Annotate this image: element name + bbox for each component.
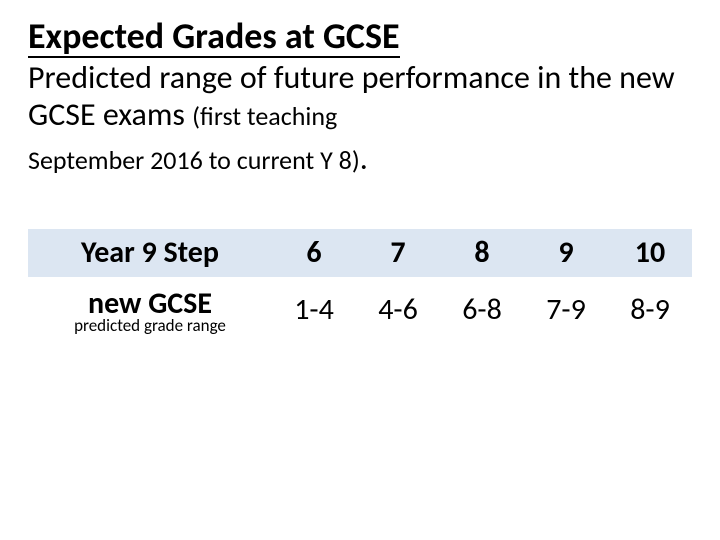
grade-cell: 6-8 [440,277,524,343]
grade-table-container: Year 9 Step 6 7 8 9 10 new GCSE predicte… [28,229,692,343]
row-label-newgcse: new GCSE predicted grade range [28,277,272,343]
step-cell: 9 [524,229,608,277]
row-label-year9: Year 9 Step [28,229,272,277]
grade-cell: 4-6 [356,277,440,343]
subtitle-line1: Predicted range of future performance in… [28,60,692,134]
subtitle-paren-start: (first teaching [192,100,337,132]
step-cell: 10 [608,229,692,277]
subtitle-line2: September 2016 to current Y 8). [28,133,692,184]
subtitle-main: Predicted range of future performance in… [28,58,675,134]
grade-table: Year 9 Step 6 7 8 9 10 new GCSE predicte… [28,229,692,343]
step-cell: 8 [440,229,524,277]
grade-cell: 1-4 [272,277,356,343]
table-row-steps: Year 9 Step 6 7 8 9 10 [28,229,692,277]
table-row-grades: new GCSE predicted grade range 1-4 4-6 6… [28,277,692,343]
slide: Expected Grades at GCSE Predicted range … [0,0,720,540]
subtitle-paren-end: September 2016 to current Y 8) [28,144,360,176]
row-label-small: predicted grade range [28,317,272,334]
page-title: Expected Grades at GCSE [28,18,400,58]
step-cell: 6 [272,229,356,277]
step-cell: 7 [356,229,440,277]
grade-cell: 8-9 [608,277,692,343]
subtitle-period: . [360,139,368,178]
grade-cell: 7-9 [524,277,608,343]
